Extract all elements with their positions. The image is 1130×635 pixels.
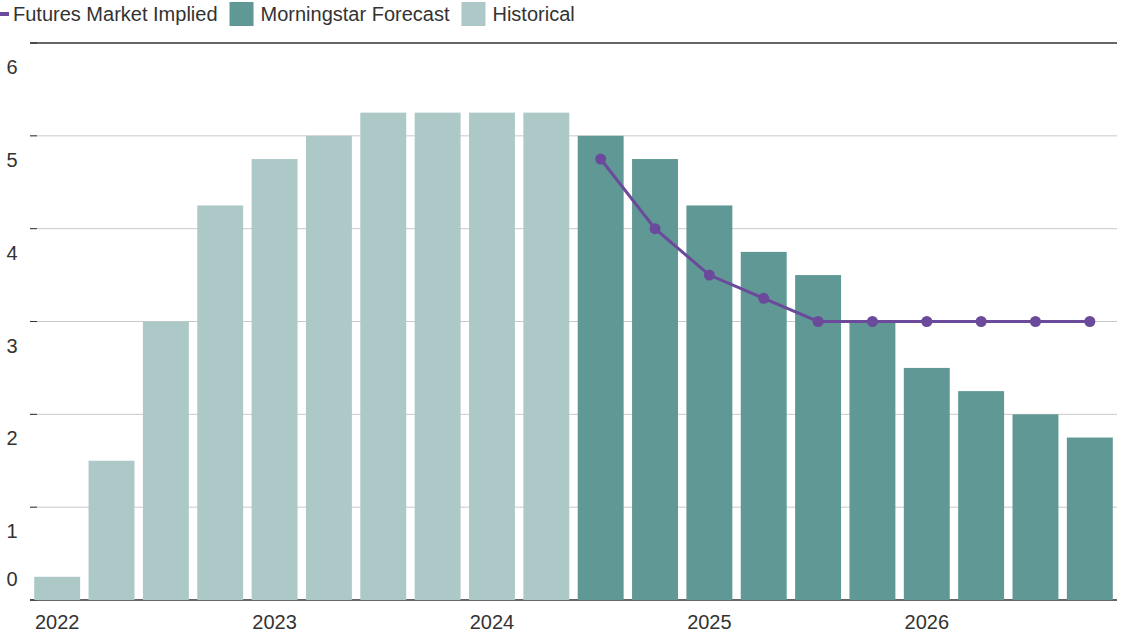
x-tick-label: 2023 — [252, 611, 297, 633]
bar — [34, 577, 80, 600]
bar — [904, 368, 950, 600]
legend-swatch — [461, 2, 485, 26]
legend: Futures Market Implied Morningstar Foreca… — [0, 2, 575, 26]
marker — [1084, 316, 1095, 327]
marker — [813, 316, 824, 327]
marker — [650, 223, 661, 234]
bar — [89, 461, 135, 600]
bar — [795, 275, 841, 600]
bar — [849, 322, 895, 601]
x-tick-label: 2024 — [470, 611, 515, 633]
y-tick-label: 1 — [6, 520, 17, 542]
bar — [252, 159, 298, 600]
marker — [921, 316, 932, 327]
bar — [1067, 438, 1113, 600]
marks — [34, 113, 1113, 600]
y-tick — [30, 228, 37, 229]
marker — [704, 270, 715, 281]
bar — [958, 391, 1004, 600]
marker — [1030, 316, 1041, 327]
legend-label: Futures Market Implied — [13, 3, 218, 25]
x-axis: 2022 2023 2024 2025 2026 — [35, 611, 949, 633]
grid-line — [30, 228, 1117, 229]
marker — [867, 316, 878, 327]
x-tick-label: 2022 — [35, 611, 80, 633]
y-tick — [30, 321, 37, 322]
grid-line — [30, 135, 1117, 136]
bar — [578, 136, 624, 600]
x-tick-label: 2025 — [687, 611, 732, 633]
y-tick-label: 3 — [6, 335, 17, 357]
grid-line — [30, 507, 1117, 508]
legend-swatch — [0, 12, 9, 16]
y-tick-label: 4 — [6, 242, 17, 264]
grid-line — [30, 414, 1117, 415]
legend-label: Historical — [492, 3, 574, 25]
y-tick-label: 0 — [6, 568, 17, 590]
grid-line — [30, 599, 1117, 600]
y-tick — [30, 43, 37, 44]
y-tick-label: 5 — [6, 149, 17, 171]
bar — [415, 113, 461, 600]
y-tick — [30, 507, 37, 508]
bar — [197, 205, 243, 600]
bar — [306, 136, 352, 600]
legend-swatch — [230, 2, 254, 26]
line — [601, 159, 1090, 321]
chart: 0 1 2 3 4 5 6 2022 2023 2024 2025 2026 Futures Marke… — [0, 0, 1130, 635]
marker — [976, 316, 987, 327]
bar — [523, 113, 569, 600]
grid: 0 1 2 3 4 5 6 — [6, 43, 1117, 600]
bar — [360, 113, 406, 600]
bar — [469, 113, 515, 600]
y-tick — [30, 414, 37, 415]
grid-line — [30, 42, 1117, 43]
y-tick-label: 2 — [6, 427, 17, 449]
marker — [595, 154, 606, 165]
bar — [686, 205, 732, 600]
legend-label: Morningstar Forecast — [261, 3, 450, 25]
y-tick — [30, 135, 37, 136]
y-tick-label: 6 — [6, 56, 17, 78]
x-tick-label: 2026 — [905, 611, 950, 633]
bar — [632, 159, 678, 600]
bar — [1013, 414, 1059, 600]
marker — [758, 293, 769, 304]
bar — [143, 322, 189, 601]
